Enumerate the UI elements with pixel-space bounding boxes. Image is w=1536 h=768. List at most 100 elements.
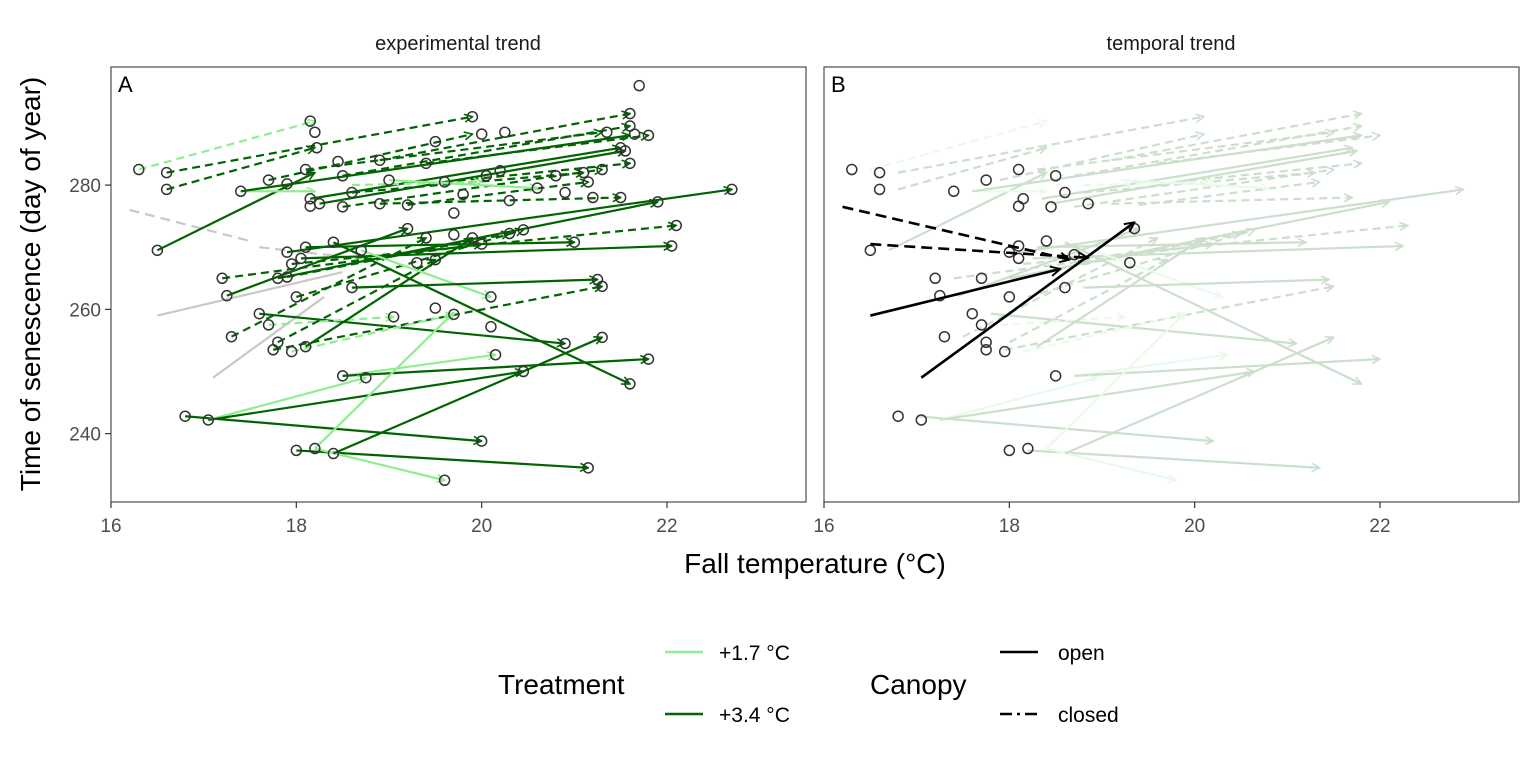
treatment-arrow xyxy=(342,355,496,377)
ghost-arrow xyxy=(1074,355,1227,377)
observation-point xyxy=(429,302,442,314)
observation-point xyxy=(596,331,608,344)
strip-label-experimental: experimental trend xyxy=(375,33,541,55)
ghost-arrow xyxy=(972,135,1361,193)
observation-point xyxy=(846,163,858,176)
ghost-arrow xyxy=(1036,132,1334,171)
observation-point xyxy=(299,163,312,176)
treatment-arrow xyxy=(360,249,491,297)
observation-point xyxy=(577,166,590,179)
strip-label-temporal: temporal trend xyxy=(1107,33,1236,55)
observation-point xyxy=(336,170,349,182)
observation-point xyxy=(290,444,303,457)
observation-point xyxy=(475,238,488,250)
treatment-arrow xyxy=(138,121,315,171)
ghost-arrow xyxy=(1074,359,1380,377)
ghost-arrow xyxy=(1046,447,1176,481)
observation-point xyxy=(160,166,173,179)
y-tick-label: 260 xyxy=(69,300,101,321)
observation-point xyxy=(628,128,641,140)
observation-point xyxy=(360,371,372,384)
observation-point xyxy=(336,201,349,213)
observation-point xyxy=(429,135,442,148)
observation-point xyxy=(216,272,228,285)
observation-point xyxy=(299,241,312,253)
treatment-arrow xyxy=(185,415,482,441)
observation-point xyxy=(980,344,992,356)
ghost-arrow xyxy=(1036,238,1204,348)
observation-point xyxy=(304,192,316,205)
observation-point xyxy=(642,129,655,142)
observation-point xyxy=(665,240,678,252)
treatment-arrow xyxy=(259,312,565,344)
ambient-trend-line xyxy=(157,271,343,317)
observation-point xyxy=(1059,281,1071,294)
ghost-arrow xyxy=(1074,170,1333,208)
observation-point xyxy=(290,291,303,303)
treatment-arrow xyxy=(379,114,630,162)
observation-point xyxy=(448,207,460,219)
observation-point xyxy=(1017,192,1029,205)
observation-point xyxy=(1049,370,1062,382)
observation-point xyxy=(355,244,367,257)
observation-point xyxy=(1059,186,1071,199)
x-tick-label: 22 xyxy=(1369,516,1390,537)
treatment-arrow xyxy=(388,179,537,188)
legend-label-closed: closed xyxy=(1058,704,1119,727)
observation-point xyxy=(934,289,946,302)
observation-point xyxy=(304,200,316,212)
observation-point xyxy=(864,244,877,257)
observation-point xyxy=(1049,170,1062,182)
observation-point xyxy=(503,194,516,207)
observation-point xyxy=(1022,442,1034,455)
x-tick-label: 18 xyxy=(286,516,307,537)
ghost-arrow xyxy=(1083,280,1329,289)
ghost-arrow xyxy=(1083,173,1315,194)
observation-point xyxy=(383,174,395,186)
ghost-arrow xyxy=(1008,258,1167,344)
treatment-arrow xyxy=(208,378,366,422)
observation-point xyxy=(401,199,414,211)
ghost-arrow xyxy=(939,372,1255,422)
treatment-arrow xyxy=(332,241,630,385)
observation-point xyxy=(304,115,316,127)
observation-point xyxy=(151,244,164,257)
observation-point xyxy=(873,183,886,196)
observation-point xyxy=(633,79,645,92)
ghost-arrows xyxy=(870,114,1463,481)
observation-point xyxy=(531,182,544,194)
observation-point xyxy=(485,291,497,303)
observation-point xyxy=(313,197,326,210)
observation-point xyxy=(336,370,349,382)
observation-point xyxy=(619,145,632,157)
observation-point xyxy=(489,348,502,361)
ghost-arrow xyxy=(1037,242,1306,249)
observation-point xyxy=(327,236,340,248)
ghost-arrow xyxy=(1027,449,1320,467)
ghost-arrow xyxy=(870,121,1046,171)
observation-point xyxy=(591,273,604,286)
observation-point xyxy=(429,253,442,266)
treatment-arrow xyxy=(332,337,602,455)
ghost-arrow xyxy=(939,378,1098,422)
y-axis-title: Time of senescence (day of year) xyxy=(15,77,46,491)
treatment-arrow xyxy=(407,182,589,207)
panel-a-data xyxy=(129,79,738,486)
treatment-arrow xyxy=(351,182,482,185)
treatment-arrow xyxy=(156,171,315,252)
observation-point xyxy=(411,257,423,269)
ghost-arrow xyxy=(1064,241,1362,385)
x-axis-title: Fall temperature (°C) xyxy=(684,548,946,579)
treatment-arrow xyxy=(230,236,426,338)
observation-point xyxy=(253,307,266,320)
temporal-trend-arrow xyxy=(842,205,1070,260)
observation-point xyxy=(1003,291,1016,303)
observation-point xyxy=(494,165,506,177)
observation-point xyxy=(1045,201,1057,213)
observation-point xyxy=(1003,444,1016,457)
panel-a-x-axis: 16 18 20 22 xyxy=(100,502,678,537)
observation-point xyxy=(517,365,530,378)
observation-point xyxy=(642,353,655,365)
treatment-arrow xyxy=(268,134,473,182)
